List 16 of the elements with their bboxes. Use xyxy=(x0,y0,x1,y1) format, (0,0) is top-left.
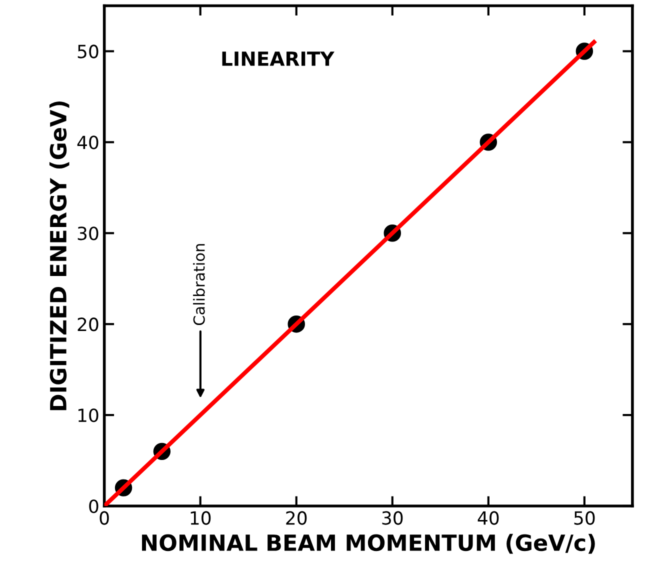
x-axis-title: NOMINAL BEAM MOMENTUM (GeV/c) xyxy=(142,534,595,554)
annotation: Calibration xyxy=(193,244,205,326)
y-tick-label: 50 xyxy=(78,44,98,58)
x-tick-label: 40 xyxy=(478,511,499,525)
y-tick-label: 0 xyxy=(89,499,98,514)
annotation: LINEARITY xyxy=(222,52,334,66)
x-tick-label: 20 xyxy=(286,511,307,525)
y-tick-label: 30 xyxy=(78,226,98,240)
y-axis-title: DIGITIZED ENERGY (GeV) xyxy=(49,101,70,410)
x-tick-label: 50 xyxy=(574,511,595,525)
x-tick-label: 0 xyxy=(100,511,109,525)
y-tick-label: 10 xyxy=(78,408,98,422)
x-tick-label: 30 xyxy=(382,511,403,525)
y-tick-label: 40 xyxy=(77,136,98,150)
y-tick-label: 20 xyxy=(78,318,98,332)
x-tick-label: 10 xyxy=(190,511,211,525)
